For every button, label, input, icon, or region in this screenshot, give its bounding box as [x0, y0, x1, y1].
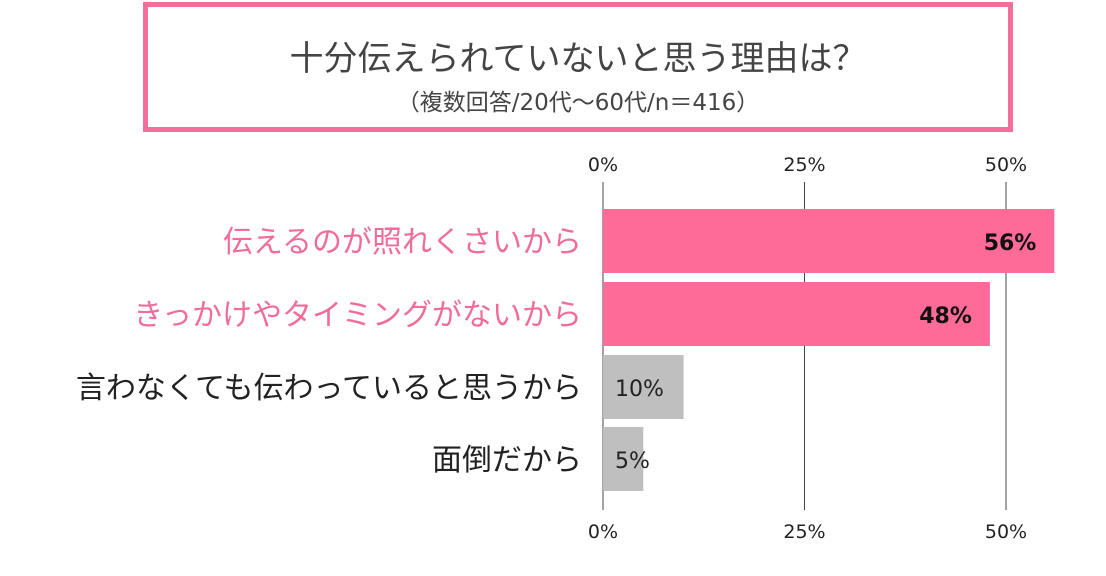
category-label-2: 言わなくても伝わっていると思うから: [76, 371, 582, 406]
data-label-1: 48%: [919, 304, 972, 329]
tick-label-bottom-0: 0%: [588, 521, 618, 543]
data-label-3: 5%: [615, 449, 650, 474]
category-label-0: 伝えるのが照れくさいから: [223, 225, 582, 260]
category-label-3: 面倒だから: [432, 443, 582, 478]
data-label-2: 10%: [615, 377, 664, 402]
bar-0: [603, 209, 1055, 273]
tick-label-bottom-1: 25%: [783, 521, 825, 543]
chart-subtitle: （複数回答/20代～60代/n＝416）: [396, 90, 760, 116]
bar-2: [603, 355, 684, 419]
bar-3: [603, 427, 644, 491]
chart-title: 十分伝えられていないと思う理由は？: [289, 39, 867, 79]
category-label-1: きっかけやタイミングがないから: [133, 298, 582, 333]
data-label-0: 56%: [984, 231, 1037, 256]
tick-label-top-1: 25%: [783, 154, 825, 176]
tick-label-bottom-2: 50%: [985, 521, 1027, 543]
bar-1: [603, 282, 990, 346]
tick-label-top-0: 0%: [588, 154, 618, 176]
title-box: 十分伝えられていないと思う理由は？ （複数回答/20代～60代/n＝416）: [143, 2, 1013, 132]
tick-label-top-2: 50%: [985, 154, 1027, 176]
